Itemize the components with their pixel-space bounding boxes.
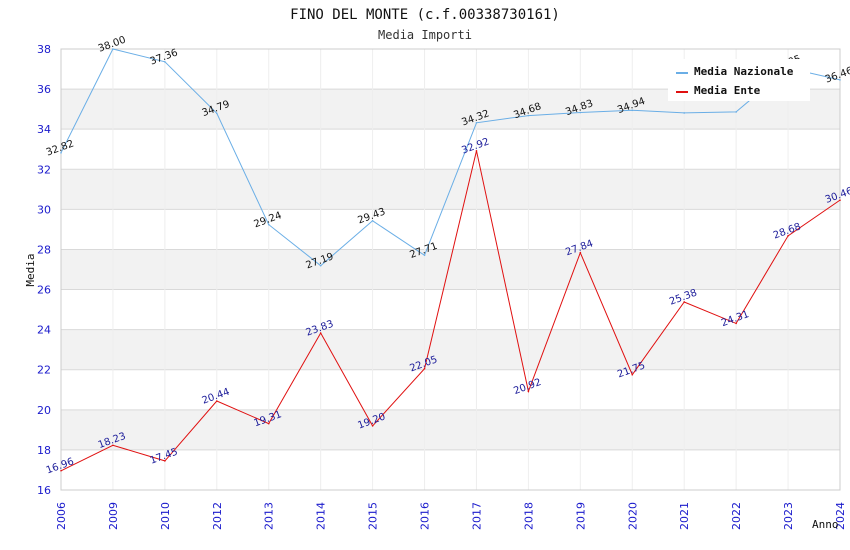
x-tick-label: 2006 [55,502,68,530]
x-tick-label: 2022 [730,502,743,530]
data-point-media-nazionale [579,111,582,114]
data-label-media-nazionale: 36.46 [824,65,850,85]
data-label-media-ente: 20.44 [201,387,232,407]
data-point-media-ente [112,444,114,447]
data-point-media-nazionale [267,223,270,226]
data-point-media-ente [371,425,374,427]
x-tick-label: 2021 [678,502,691,530]
grid-band [61,249,840,290]
x-tick-label: 2010 [159,502,172,530]
data-point-media-ente [164,460,166,462]
y-tick-label: 28 [37,243,51,256]
data-label-media-nazionale: 37.36 [149,47,180,67]
data-point-media-ente [631,373,634,376]
data-point-media-ente [475,150,478,152]
data-label-media-ente: 28.68 [772,221,803,241]
data-point-media-nazionale [423,254,426,257]
data-point-media-nazionale [631,109,634,112]
y-tick-label: 20 [37,404,51,417]
x-axis-label: Anno [812,518,839,531]
y-axis-label: Media [24,253,37,286]
x-tick-label: 2023 [782,502,795,530]
x-tick-label: 2012 [211,502,224,530]
data-point-media-ente [319,332,322,334]
x-tick-label: 2017 [470,502,483,530]
legend-label-media-ente: Media Ente [694,84,761,97]
data-point-media-ente [839,199,841,201]
chart-subtitle: Media Importi [378,28,472,42]
data-point-media-nazionale [735,111,737,113]
x-tick-label: 2015 [367,502,380,530]
x-tick-label: 2020 [626,502,639,530]
x-tick-label: 2014 [315,502,328,530]
y-tick-label: 32 [37,163,51,176]
data-point-media-ente [787,235,789,237]
data-point-media-ente [683,301,685,303]
plot-background [61,89,840,450]
y-tick-label: 16 [37,484,51,497]
data-point-media-ente [267,422,270,425]
x-tick-label: 2009 [107,502,120,530]
series-line-media-nazionale [60,48,841,267]
data-point-media-ente [216,400,218,402]
data-label-media-ente: 24.31 [720,309,751,329]
data-point-media-nazionale [164,61,166,63]
y-tick-label: 38 [37,43,51,56]
data-point-media-nazionale [527,114,530,117]
y-tick-label: 26 [37,284,51,297]
data-label-media-ente: 20.92 [512,377,543,397]
x-tick-label: 2016 [419,502,432,530]
data-point-media-nazionale [112,48,114,50]
data-point-media-ente [527,390,530,393]
y-tick-label: 22 [37,364,51,377]
x-tick-label: 2013 [263,502,276,530]
data-point-media-nazionale [683,112,685,114]
data-point-media-nazionale [319,264,322,267]
series-line-media-ente [60,150,841,472]
legend-box [668,59,810,101]
data-point-media-nazionale [839,79,841,81]
x-tick-label: 2018 [522,502,535,530]
data-point-media-nazionale [216,112,218,115]
data-point-media-nazionale [371,219,374,222]
y-tick-label: 30 [37,203,51,216]
data-point-media-ente [60,469,62,472]
data-point-media-ente [423,367,426,370]
data-label-media-ente: 16.96 [45,456,76,476]
y-tick-label: 18 [37,444,51,457]
y-tick-label: 36 [37,83,51,96]
x-tick-label: 2019 [574,502,587,530]
x-tick-label: 2024 [834,502,847,530]
grid-band [61,409,840,450]
y-tick-label: 24 [37,324,51,337]
grid-band [61,329,840,370]
chart-title: FINO DEL MONTE (c.f.00338730161) [290,7,560,23]
data-label-media-nazionale: 29.24 [253,210,284,230]
data-label-media-nazionale: 32.82 [45,138,76,158]
plot-frame [60,48,841,491]
data-point-media-ente [579,251,582,254]
y-tick-label: 34 [37,123,51,136]
legend: Media Nazionale Media Ente [668,59,810,101]
data-label-media-ente: 25.38 [668,288,699,308]
data-point-media-nazionale [475,121,478,124]
legend-label-media-nazionale: Media Nazionale [694,65,794,78]
data-point-media-ente [735,322,737,325]
data-point-media-nazionale [60,152,62,154]
